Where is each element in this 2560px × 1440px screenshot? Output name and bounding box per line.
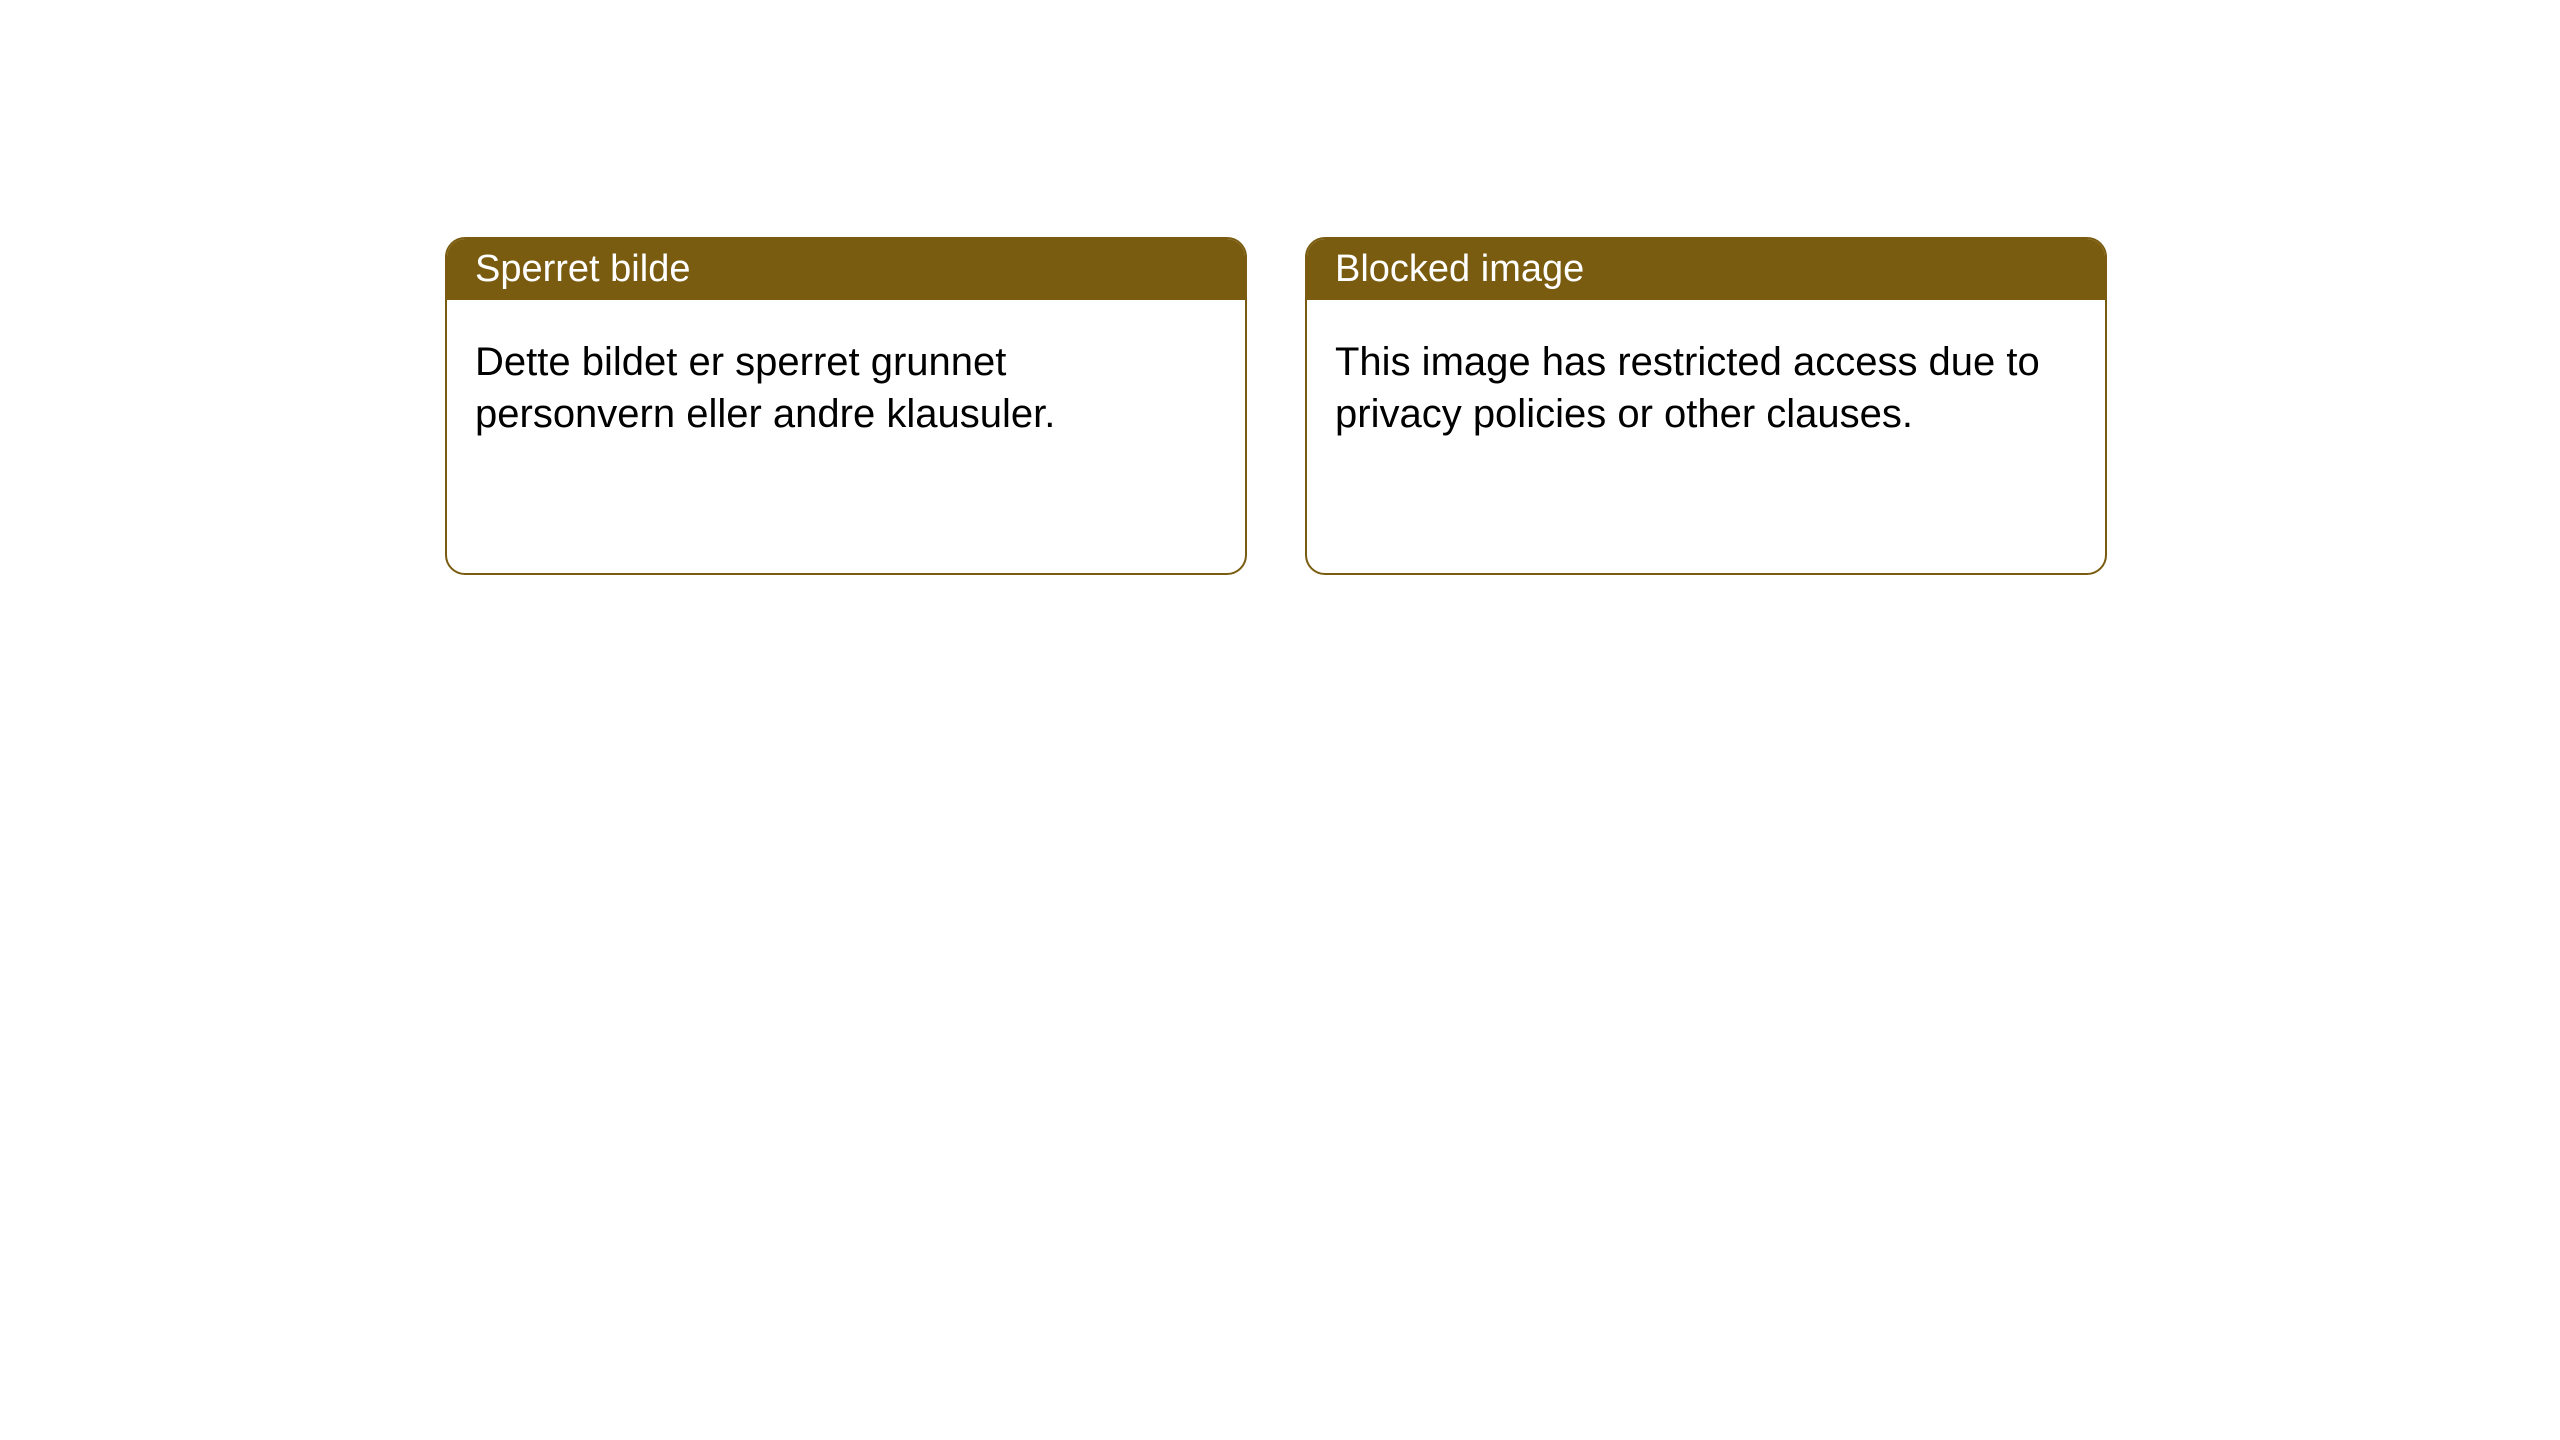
card-body-en: This image has restricted access due to … <box>1307 300 2105 476</box>
blocked-image-card-no: Sperret bilde Dette bildet er sperret gr… <box>445 237 1247 575</box>
card-body-no: Dette bildet er sperret grunnet personve… <box>447 300 1245 476</box>
blocked-image-cards: Sperret bilde Dette bildet er sperret gr… <box>445 237 2107 575</box>
card-header-en: Blocked image <box>1307 239 2105 300</box>
card-header-no: Sperret bilde <box>447 239 1245 300</box>
blocked-image-card-en: Blocked image This image has restricted … <box>1305 237 2107 575</box>
